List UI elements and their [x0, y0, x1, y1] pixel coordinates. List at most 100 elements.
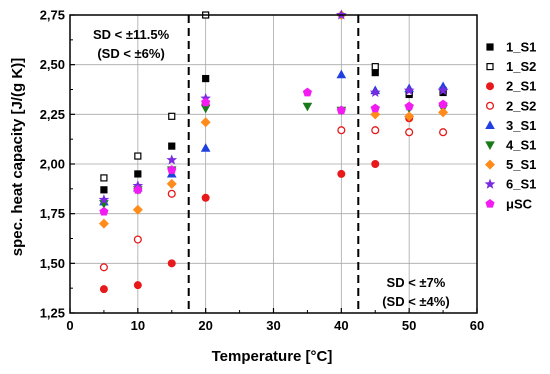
- data-point: [134, 170, 142, 178]
- data-point: [371, 126, 380, 135]
- data-point: [439, 128, 448, 137]
- data-point: [99, 206, 109, 216]
- legend-item: 2_S1: [486, 79, 536, 94]
- sd-annotation-line: SD < ±7%: [387, 275, 446, 290]
- sd-annotation-line: SD < ±11.5%: [93, 27, 170, 42]
- legend-marker: [486, 43, 494, 51]
- data-point: [438, 99, 448, 109]
- legend-item: 6_S1: [484, 177, 536, 192]
- legend-label: 2_S1: [506, 79, 536, 94]
- sd-annotation: SD < ±11.5% (SD < ±6%): [93, 27, 170, 61]
- data-point: [371, 160, 380, 168]
- data-point: [369, 86, 381, 98]
- data-point: [404, 101, 414, 111]
- legend-marker: [485, 120, 495, 129]
- sd-annotation-line: (SD < ±6%): [97, 46, 164, 61]
- legend-item: 1_S2: [486, 59, 536, 74]
- legend-item: 5_S1: [485, 157, 536, 172]
- legend-item: μSC: [485, 196, 533, 211]
- x-tick-label: 10: [131, 318, 145, 333]
- data-point: [99, 285, 108, 294]
- data-point: [168, 112, 176, 120]
- legend-marker: [485, 101, 495, 110]
- data-point: [100, 174, 108, 182]
- legend-marker: [486, 82, 494, 91]
- legend-label: 1_S1: [506, 40, 536, 55]
- y-tick-label: 1,75: [40, 206, 65, 221]
- data-point: [371, 69, 379, 77]
- legend-marker: [485, 159, 495, 170]
- x-tick-label: 50: [402, 318, 416, 333]
- x-tick-label: 60: [470, 318, 484, 333]
- legend-label: 6_S1: [506, 177, 536, 192]
- data-point: [337, 126, 346, 135]
- y-tick-label: 1,50: [40, 256, 65, 271]
- data-point: [302, 102, 313, 112]
- x-tick-labels: 0 10 20 30 40 50 60: [66, 318, 484, 333]
- legend-item: 4_S1: [485, 138, 536, 153]
- data-point: [200, 143, 211, 152]
- y-axis-label: spec. heat capacity [J/(g K)]: [9, 58, 26, 256]
- data-point: [167, 259, 176, 268]
- legend-label: 5_S1: [506, 157, 536, 172]
- data-point: [370, 103, 380, 113]
- legend-item: 2_S2: [485, 98, 536, 113]
- sd-annotation: SD < ±7% (SD < ±4%): [382, 275, 449, 309]
- x-tick-label: 40: [334, 318, 348, 333]
- legend-label: μSC: [506, 196, 533, 211]
- data-point: [371, 63, 379, 71]
- y-tick-label: 2,75: [40, 8, 65, 23]
- y-tick-labels: 1,25 1,50 1,75 2,00 2,25 2,50 2,75: [40, 8, 65, 321]
- data-point: [166, 178, 177, 189]
- x-tick-label: 30: [266, 318, 280, 333]
- data-point: [336, 105, 346, 115]
- legend-label: 1_S2: [506, 59, 536, 74]
- data-point: [336, 69, 347, 79]
- data-point: [403, 84, 415, 96]
- legend-marker: [484, 178, 496, 189]
- data-point: [168, 142, 176, 150]
- data-point: [134, 152, 142, 160]
- legend-label: 2_S2: [506, 98, 536, 113]
- boundary-lines: [187, 15, 360, 313]
- legend-marker: [485, 199, 495, 208]
- data-point: [201, 193, 210, 202]
- y-tick-label: 2,00: [40, 157, 65, 172]
- data-point: [167, 165, 177, 174]
- data-point: [437, 84, 449, 96]
- series-2_S1: [99, 114, 414, 294]
- data-point: [133, 235, 142, 244]
- series-μSC: [99, 87, 448, 216]
- data-point: [337, 169, 346, 178]
- sd-annotation-line: (SD < ±4%): [382, 294, 449, 309]
- legend-marker: [485, 141, 495, 150]
- data-point: [133, 281, 142, 290]
- legend-item: 3_S1: [485, 118, 536, 133]
- data-point: [404, 111, 415, 122]
- data-point: [98, 218, 109, 229]
- data-point: [302, 87, 312, 97]
- data-point: [133, 185, 143, 194]
- data-point: [200, 104, 211, 114]
- data-point: [405, 128, 414, 137]
- data-point: [100, 186, 108, 194]
- x-axis-label: Temperature [°C]: [212, 348, 333, 365]
- data-point: [201, 97, 211, 107]
- data-point: [167, 189, 176, 198]
- legend-item: 1_S1: [486, 40, 536, 55]
- data-point: [99, 263, 108, 272]
- data-point: [200, 117, 211, 128]
- legend-label: 4_S1: [506, 138, 536, 153]
- plot-frame: [69, 14, 478, 314]
- legend-label: 3_S1: [506, 118, 536, 133]
- legend-marker: [486, 62, 494, 71]
- y-tick-label: 1,25: [40, 306, 65, 321]
- x-tick-label: 0: [66, 318, 73, 333]
- annotations: SD < ±11.5% (SD < ±6%) SD < ±7% (SD < ±4%): [93, 27, 450, 309]
- y-tick-label: 2,50: [40, 57, 65, 72]
- y-tick-label: 2,25: [40, 107, 65, 122]
- data-point: [438, 107, 449, 118]
- data-point: [202, 74, 210, 83]
- x-tick-label: 20: [198, 318, 212, 333]
